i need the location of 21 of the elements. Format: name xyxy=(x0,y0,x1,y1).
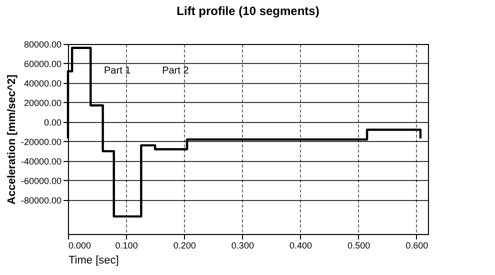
y-tick-label: 20000.00 xyxy=(24,98,62,108)
y-tick-label: 0.00 xyxy=(44,117,62,128)
x-tick-label: 0.200 xyxy=(173,240,196,250)
y-tick-label: -40000.00 xyxy=(20,156,62,166)
x-tick-label: 0.600 xyxy=(406,240,428,250)
y-tick-label: -80000.00 xyxy=(20,195,62,206)
y-tick-label: 80000.00 xyxy=(24,40,62,50)
y-tick-label: -20000.00 xyxy=(20,136,62,147)
y-tick-label: 40000.00 xyxy=(24,78,62,88)
chart-title: Lift profile (10 segments) xyxy=(176,4,320,18)
x-tick-label: 0.000 xyxy=(68,240,92,250)
y-tick-label: -60000.00 xyxy=(20,176,62,186)
y-tick-label: 60000.00 xyxy=(24,58,62,69)
x-tick-label: 0.500 xyxy=(348,240,370,250)
annotation: Part 1 xyxy=(104,66,132,77)
x-axis-title: Time [sec] xyxy=(68,254,119,266)
annotation: Part 2 xyxy=(162,66,190,77)
y-axis-title: Acceleration [mm/sec^2] xyxy=(6,74,18,204)
x-tick-label: 0.400 xyxy=(289,240,312,250)
x-tick-label: 0.100 xyxy=(115,240,138,250)
x-tick-label: 0.300 xyxy=(231,240,254,250)
